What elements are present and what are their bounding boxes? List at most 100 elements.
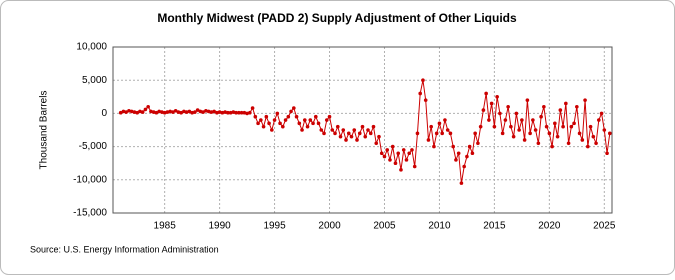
- data-point: [322, 131, 326, 136]
- data-point: [289, 109, 293, 114]
- data-point: [231, 110, 236, 114]
- data-point: [209, 110, 214, 114]
- data-point: [270, 128, 274, 132]
- x-tick-label: 2000: [318, 221, 341, 232]
- data-point: [448, 131, 453, 136]
- data-point: [555, 134, 560, 139]
- data-point: [498, 111, 502, 116]
- data-point: [415, 131, 420, 136]
- data-point: [456, 151, 461, 156]
- data-point: [300, 128, 304, 132]
- data-point: [201, 110, 205, 114]
- data-point: [187, 109, 192, 114]
- data-point: [292, 106, 296, 110]
- x-tick-label: 2005: [373, 221, 396, 232]
- data-point: [500, 131, 505, 136]
- data-point: [245, 111, 249, 116]
- data-point: [465, 154, 469, 159]
- data-point: [297, 121, 302, 126]
- data-point: [602, 128, 607, 132]
- data-point: [316, 121, 321, 126]
- data-point: [212, 109, 216, 114]
- data-point: [514, 111, 519, 116]
- data-point: [151, 110, 156, 114]
- data-point: [184, 110, 189, 114]
- data-point: [366, 128, 370, 132]
- data-point: [421, 78, 425, 82]
- data-point: [140, 110, 145, 114]
- x-tick-label: 2015: [483, 221, 506, 232]
- data-point: [484, 91, 488, 96]
- data-point: [533, 128, 538, 132]
- data-point: [149, 109, 153, 114]
- chart-title: Monthly Midwest (PADD 2) Supply Adjustme…: [157, 11, 517, 25]
- x-tick-label: 2020: [538, 221, 561, 232]
- data-point: [520, 118, 524, 122]
- data-point: [591, 134, 596, 139]
- data-point: [407, 151, 412, 156]
- data-point: [511, 134, 516, 139]
- source: Source: U.S. Energy Information Administ…: [30, 244, 219, 254]
- data-point: [118, 110, 123, 115]
- data-point: [539, 114, 543, 119]
- data-point: [564, 101, 568, 106]
- data-point: [154, 110, 159, 115]
- data-point: [371, 124, 376, 129]
- data-point: [542, 104, 546, 109]
- data-point: [165, 110, 170, 114]
- data-point: [193, 110, 197, 114]
- data-point: [459, 181, 464, 185]
- y-tick-label: -15,000: [73, 208, 107, 219]
- data-point: [440, 131, 444, 136]
- series: [118, 78, 612, 185]
- plot-frame: [112, 46, 613, 214]
- data-point: [302, 118, 307, 122]
- data-point: [215, 110, 219, 115]
- data-point: [333, 131, 337, 136]
- data-point: [324, 118, 329, 122]
- data-point: [390, 144, 395, 149]
- data-point: [487, 118, 491, 122]
- data-point: [577, 131, 582, 136]
- data-point: [522, 138, 527, 142]
- data-point: [204, 108, 208, 113]
- data-point: [544, 124, 549, 129]
- data-point: [190, 110, 194, 115]
- data-point: [355, 138, 359, 142]
- data-point: [599, 111, 604, 116]
- data-point: [124, 110, 128, 114]
- data-point: [404, 158, 409, 162]
- data-point: [226, 110, 230, 115]
- data-point: [248, 110, 252, 115]
- data-point: [319, 128, 324, 132]
- data-point: [506, 104, 510, 109]
- data-point: [377, 134, 381, 139]
- data-point: [346, 131, 351, 136]
- data-point: [168, 109, 172, 114]
- data-point: [605, 151, 609, 156]
- data-point: [272, 118, 277, 122]
- x-tick-label: 2025: [593, 221, 616, 232]
- data-point: [256, 121, 260, 126]
- data-point: [223, 110, 227, 114]
- data-point: [132, 110, 137, 114]
- y-tick-label: 0: [101, 108, 107, 119]
- data-point: [495, 95, 499, 99]
- data-point: [423, 98, 428, 102]
- data-point: [517, 128, 521, 132]
- data-point: [195, 108, 200, 112]
- data-point: [171, 110, 175, 114]
- data-point: [176, 110, 181, 114]
- data-point: [509, 124, 513, 129]
- data-point: [250, 106, 255, 110]
- data-point: [220, 110, 225, 115]
- data-point: [547, 131, 552, 136]
- data-point: [253, 114, 258, 119]
- data-point: [399, 168, 403, 172]
- data-point: [198, 109, 203, 114]
- data-point: [143, 107, 148, 112]
- data-point: [575, 104, 579, 109]
- data-point: [572, 121, 576, 126]
- data-point: [473, 131, 477, 136]
- data-point: [327, 114, 332, 119]
